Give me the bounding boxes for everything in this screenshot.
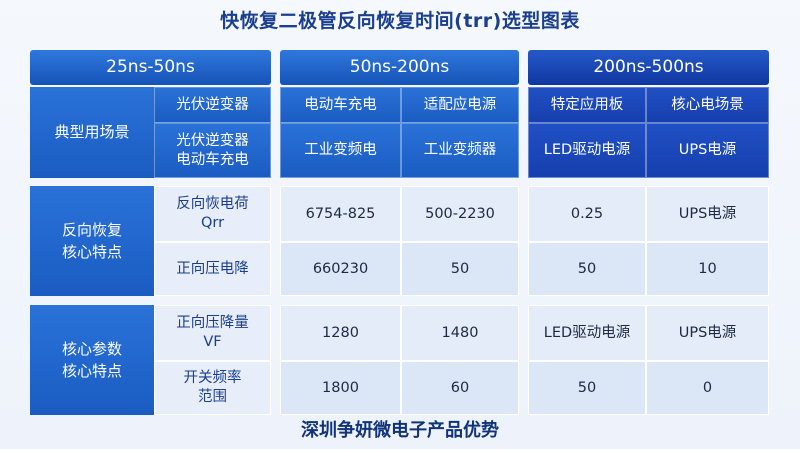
value-cell: 660230 <box>280 242 401 296</box>
scenario-cell: 工业变频电 <box>280 123 401 178</box>
param-label-forward-drop: 正向压电降 <box>154 242 271 296</box>
scenario-cell: 光伏逆变器 <box>154 87 271 123</box>
section-label-recovery: 反向恢复 核心特点 <box>30 186 154 296</box>
scenario-cell: 光伏逆变器 电动车充电 <box>154 123 271 178</box>
param-label-frequency: 开关频率 范围 <box>154 361 271 415</box>
value-cell: UPS电源 <box>646 305 769 361</box>
value-cell: 60 <box>401 361 519 415</box>
value-cell: 6754-825 <box>280 186 401 242</box>
section-label-scenarios: 典型用场景 <box>30 87 154 178</box>
value-cell: 500-2230 <box>401 186 519 242</box>
value-cell: LED驱动电源 <box>528 305 646 361</box>
param-label-qrr: 反向恢电荷 Qrr <box>154 186 271 242</box>
value-cell: 1480 <box>401 305 519 361</box>
footer-caption: 深圳争妍微电子产品优势 <box>301 420 499 441</box>
scenario-cell: LED驱动电源 <box>528 123 646 178</box>
scenario-cell: 核心电场景 <box>646 87 769 123</box>
value-cell: 0.25 <box>528 186 646 242</box>
value-cell: 10 <box>646 242 769 296</box>
value-cell: 1800 <box>280 361 401 415</box>
value-cell: 50 <box>528 242 646 296</box>
param-label-vf: 正向压降量 VF <box>154 305 271 361</box>
header-25-50ns: 25ns-50ns <box>30 50 271 85</box>
header-50-200ns: 50ns-200ns <box>280 50 519 85</box>
value-cell: 50 <box>401 242 519 296</box>
scenario-cell: 特定应用板 <box>528 87 646 123</box>
scenario-cell: UPS电源 <box>646 123 769 178</box>
value-cell: 0 <box>646 361 769 415</box>
chart-title: 快恢复二极管反向恢复时间(trr)选型图表 <box>220 10 580 32</box>
scenario-cell: 工业变频器 <box>401 123 519 178</box>
value-cell: 50 <box>528 361 646 415</box>
section-label-parameters: 核心参数 核心特点 <box>30 305 154 415</box>
value-cell: UPS电源 <box>646 186 769 242</box>
scenario-cell: 适配应电源 <box>401 87 519 123</box>
header-200-500ns: 200ns-500ns <box>528 50 769 85</box>
scenario-cell: 电动车充电 <box>280 87 401 123</box>
value-cell: 1280 <box>280 305 401 361</box>
